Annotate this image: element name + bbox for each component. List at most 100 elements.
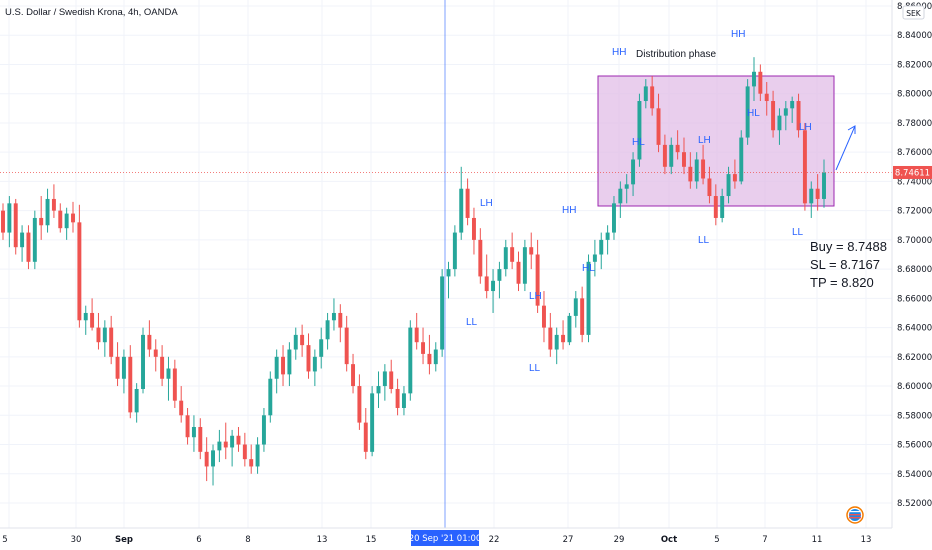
candle-down — [236, 435, 241, 445]
candle-up — [612, 203, 616, 233]
candle-down — [471, 217, 476, 240]
candle-up — [293, 334, 298, 350]
candle-up — [631, 159, 636, 185]
time-tick: 13 — [861, 535, 872, 545]
candle-up — [382, 371, 387, 387]
candle-up — [605, 232, 610, 240]
candle-down — [516, 261, 521, 284]
crosshair-time-label: 20 Sep '21 01:00 — [409, 534, 482, 544]
time-tick: 8 — [245, 535, 250, 545]
candle-up — [739, 137, 744, 182]
candle-down — [688, 166, 693, 182]
candle-down — [548, 327, 553, 350]
candle-up — [567, 315, 572, 343]
wave-label-lh: LH — [698, 135, 711, 146]
price-tick: 8.82000 — [897, 60, 932, 70]
wave-label-lh: LH — [529, 291, 542, 302]
price-tick: 8.66000 — [897, 294, 932, 304]
distribution-zone[interactable] — [597, 75, 835, 207]
symbol-title[interactable]: U.S. Dollar / Swedish Krona, 4h, OANDA — [5, 7, 178, 18]
candle-down — [465, 188, 470, 218]
candle-down — [249, 459, 254, 467]
price-axis[interactable] — [892, 0, 932, 550]
candle-down — [815, 188, 820, 199]
candle-down — [541, 305, 546, 328]
candle-up — [191, 426, 196, 438]
crosshair-time-tag — [411, 530, 479, 546]
candle-up — [592, 254, 597, 262]
time-tick: 29 — [614, 535, 625, 545]
candle-up — [134, 388, 139, 413]
candle-up — [459, 188, 464, 233]
candle-up — [694, 159, 699, 182]
candle-up — [618, 188, 623, 204]
time-tick: 5 — [2, 535, 7, 545]
price-tick: 8.70000 — [897, 236, 932, 246]
candle-up — [522, 247, 527, 284]
candle-down — [223, 441, 228, 448]
time-tick: 15 — [366, 535, 377, 545]
candle-down — [414, 327, 419, 343]
candle-up — [141, 334, 145, 389]
candle-down — [732, 174, 737, 182]
currency-badge[interactable] — [902, 5, 925, 20]
candle-up — [822, 172, 826, 199]
candle-up — [268, 378, 273, 416]
wave-label-lh: LH — [799, 122, 812, 133]
candle-up — [102, 327, 107, 343]
candle-down — [1, 210, 5, 233]
price-tick: 8.60000 — [897, 382, 932, 392]
candle-up — [726, 174, 731, 197]
candle-up — [624, 184, 629, 189]
candle-up — [554, 334, 559, 350]
candle-up — [312, 356, 317, 372]
candle-down — [115, 356, 120, 379]
wave-label-hl: HL — [582, 263, 595, 274]
candle-up — [325, 320, 330, 340]
candle-down — [128, 356, 133, 413]
price-tick: 8.74000 — [897, 177, 932, 187]
candle-up — [643, 86, 648, 102]
candle-down — [90, 312, 95, 328]
candle-up — [261, 415, 266, 445]
candle-down — [357, 386, 362, 423]
candle-down — [713, 196, 718, 218]
candle-up — [809, 188, 814, 204]
candle-down — [682, 152, 686, 167]
price-tick: 8.64000 — [897, 324, 932, 334]
candle-up — [121, 356, 126, 379]
us-flag-icon[interactable] — [846, 506, 864, 524]
candle-down — [77, 222, 82, 321]
candle-down — [153, 349, 158, 357]
candle-up — [452, 232, 457, 270]
candle-up — [32, 217, 37, 262]
candle-down — [802, 130, 807, 204]
price-tick: 8.68000 — [897, 265, 932, 275]
price-tick: 8.80000 — [897, 90, 932, 100]
candle-up — [720, 196, 725, 218]
candle-down — [172, 368, 177, 401]
take-profit-label: TP = 8.820 — [810, 275, 874, 290]
candle-up — [45, 198, 50, 226]
candle-up — [586, 261, 591, 335]
candle-down — [764, 93, 769, 102]
time-tick: 27 — [563, 535, 574, 545]
stop-loss-label: SL = 8.7167 — [810, 257, 880, 272]
candle-down — [109, 327, 114, 357]
price-tick: 8.84000 — [897, 31, 932, 41]
candle-down — [198, 426, 203, 452]
time-tick: 30 — [71, 535, 82, 545]
candle-up — [331, 312, 336, 321]
candle-up — [433, 349, 438, 365]
candle-down — [160, 356, 165, 379]
candlestick-series — [1, 57, 826, 486]
candle-down — [771, 101, 776, 131]
currency-badge-label: SEK — [906, 9, 921, 18]
candle-down — [484, 276, 489, 292]
candle-up — [274, 356, 279, 379]
candle-up — [376, 386, 381, 394]
time-tick: 5 — [714, 535, 719, 545]
candle-down — [796, 101, 801, 131]
candle-up — [287, 349, 292, 375]
